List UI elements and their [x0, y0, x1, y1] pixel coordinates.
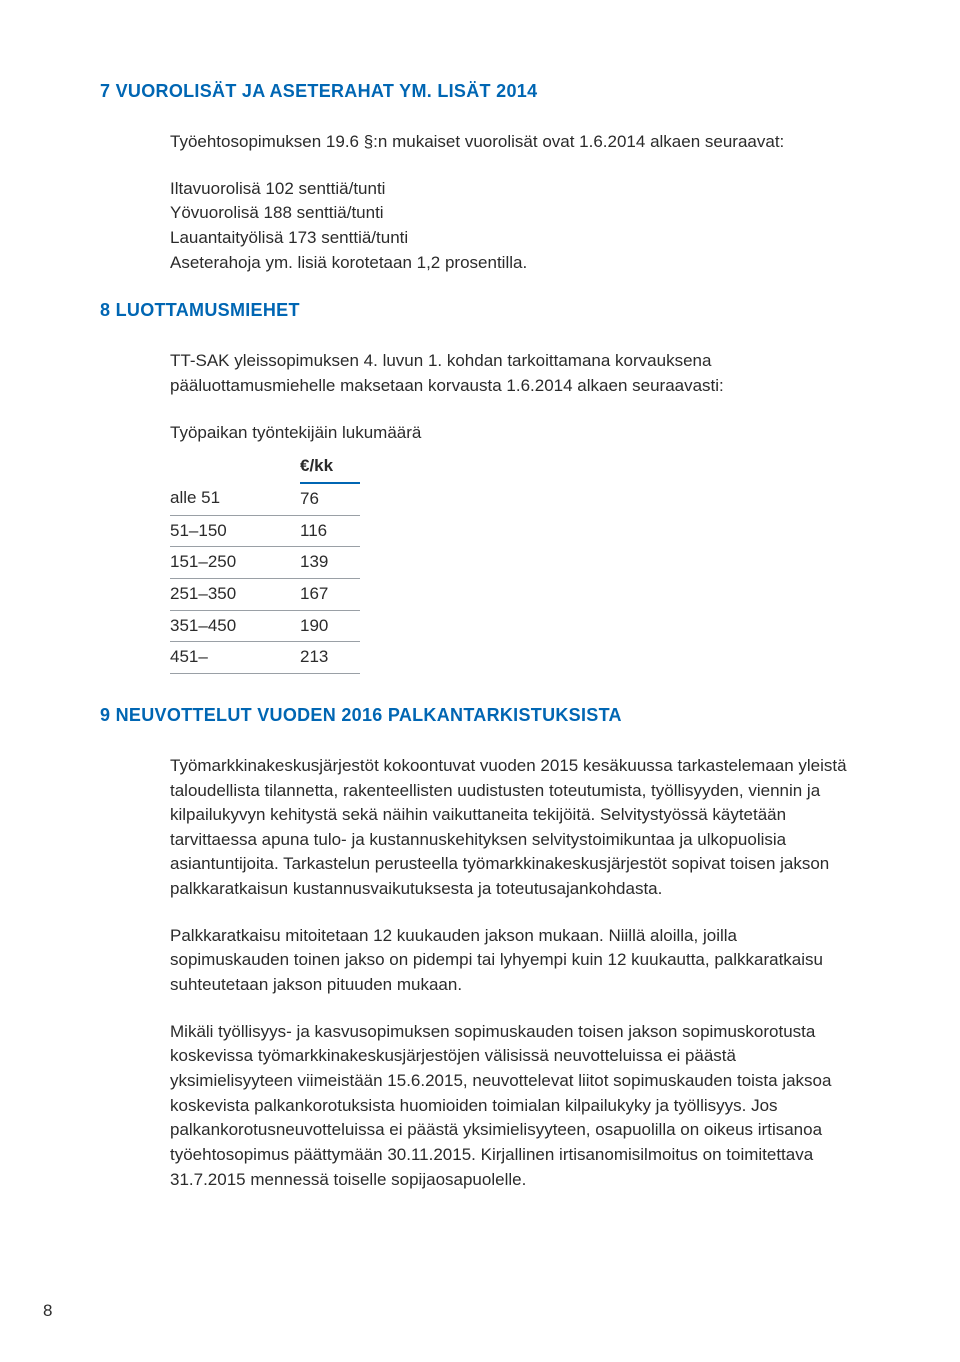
cell-value: 76 [300, 483, 360, 515]
section7-body: Työehtosopimuksen 19.6 §:n mukaiset vuor… [170, 130, 860, 275]
cell-value: 213 [300, 642, 360, 674]
section7-line-2: Lauantaityölisä 173 senttiä/tunti [170, 228, 408, 247]
section8-table-caption: Työpaikan työntekijäin lukumäärä [170, 421, 860, 446]
table-header-range [170, 451, 300, 483]
compensation-table: €/kk alle 51 76 51–150 116 151–250 139 [170, 451, 860, 673]
table-row: alle 51 76 [170, 483, 360, 515]
table-header-unit: €/kk [300, 451, 360, 483]
section7-heading: 7 VUOROLISÄT JA ASETERAHAT YM. LISÄT 201… [100, 78, 860, 104]
section9-p3: Mikäli työllisyys- ja kasvusopimuksen so… [170, 1020, 860, 1192]
section7-list: Iltavuorolisä 102 senttiä/tunti Yövuorol… [170, 177, 860, 276]
table-row: 151–250 139 [170, 547, 360, 579]
section9-p1: Työmarkkinakeskusjärjestöt kokoontuvat v… [170, 754, 860, 902]
cell-range: 151–250 [170, 547, 300, 579]
cell-range: 251–350 [170, 578, 300, 610]
table-row: 251–350 167 [170, 578, 360, 610]
table-row: 351–450 190 [170, 610, 360, 642]
cell-value: 167 [300, 578, 360, 610]
cell-range: 451– [170, 642, 300, 674]
section8-body: TT-SAK yleissopimuksen 4. luvun 1. kohda… [170, 349, 860, 673]
table-row: 51–150 116 [170, 515, 360, 547]
cell-value: 139 [300, 547, 360, 579]
section7-line-1: Yövuorolisä 188 senttiä/tunti [170, 203, 384, 222]
section8-para: TT-SAK yleissopimuksen 4. luvun 1. kohda… [170, 349, 860, 398]
section9-p2: Palkkaratkaisu mitoitetaan 12 kuukauden … [170, 924, 860, 998]
cell-range: 351–450 [170, 610, 300, 642]
table-row: 451– 213 [170, 642, 360, 674]
section8-heading: 8 LUOTTAMUSMIEHET [100, 297, 860, 323]
cell-range: 51–150 [170, 515, 300, 547]
section7-line-3: Aseterahoja ym. lisiä korotetaan 1,2 pro… [170, 253, 527, 272]
section9-heading: 9 NEUVOTTELUT VUODEN 2016 PALKANTARKISTU… [100, 702, 860, 728]
page-number: 8 [43, 1299, 52, 1324]
section7-intro: Työehtosopimuksen 19.6 §:n mukaiset vuor… [170, 130, 860, 155]
cell-range: alle 51 [170, 483, 300, 515]
cell-value: 116 [300, 515, 360, 547]
document-page: 7 VUOROLISÄT JA ASETERAHAT YM. LISÄT 201… [0, 0, 960, 1362]
cell-value: 190 [300, 610, 360, 642]
section9-body: Työmarkkinakeskusjärjestöt kokoontuvat v… [170, 754, 860, 1192]
section7-line-0: Iltavuorolisä 102 senttiä/tunti [170, 179, 385, 198]
